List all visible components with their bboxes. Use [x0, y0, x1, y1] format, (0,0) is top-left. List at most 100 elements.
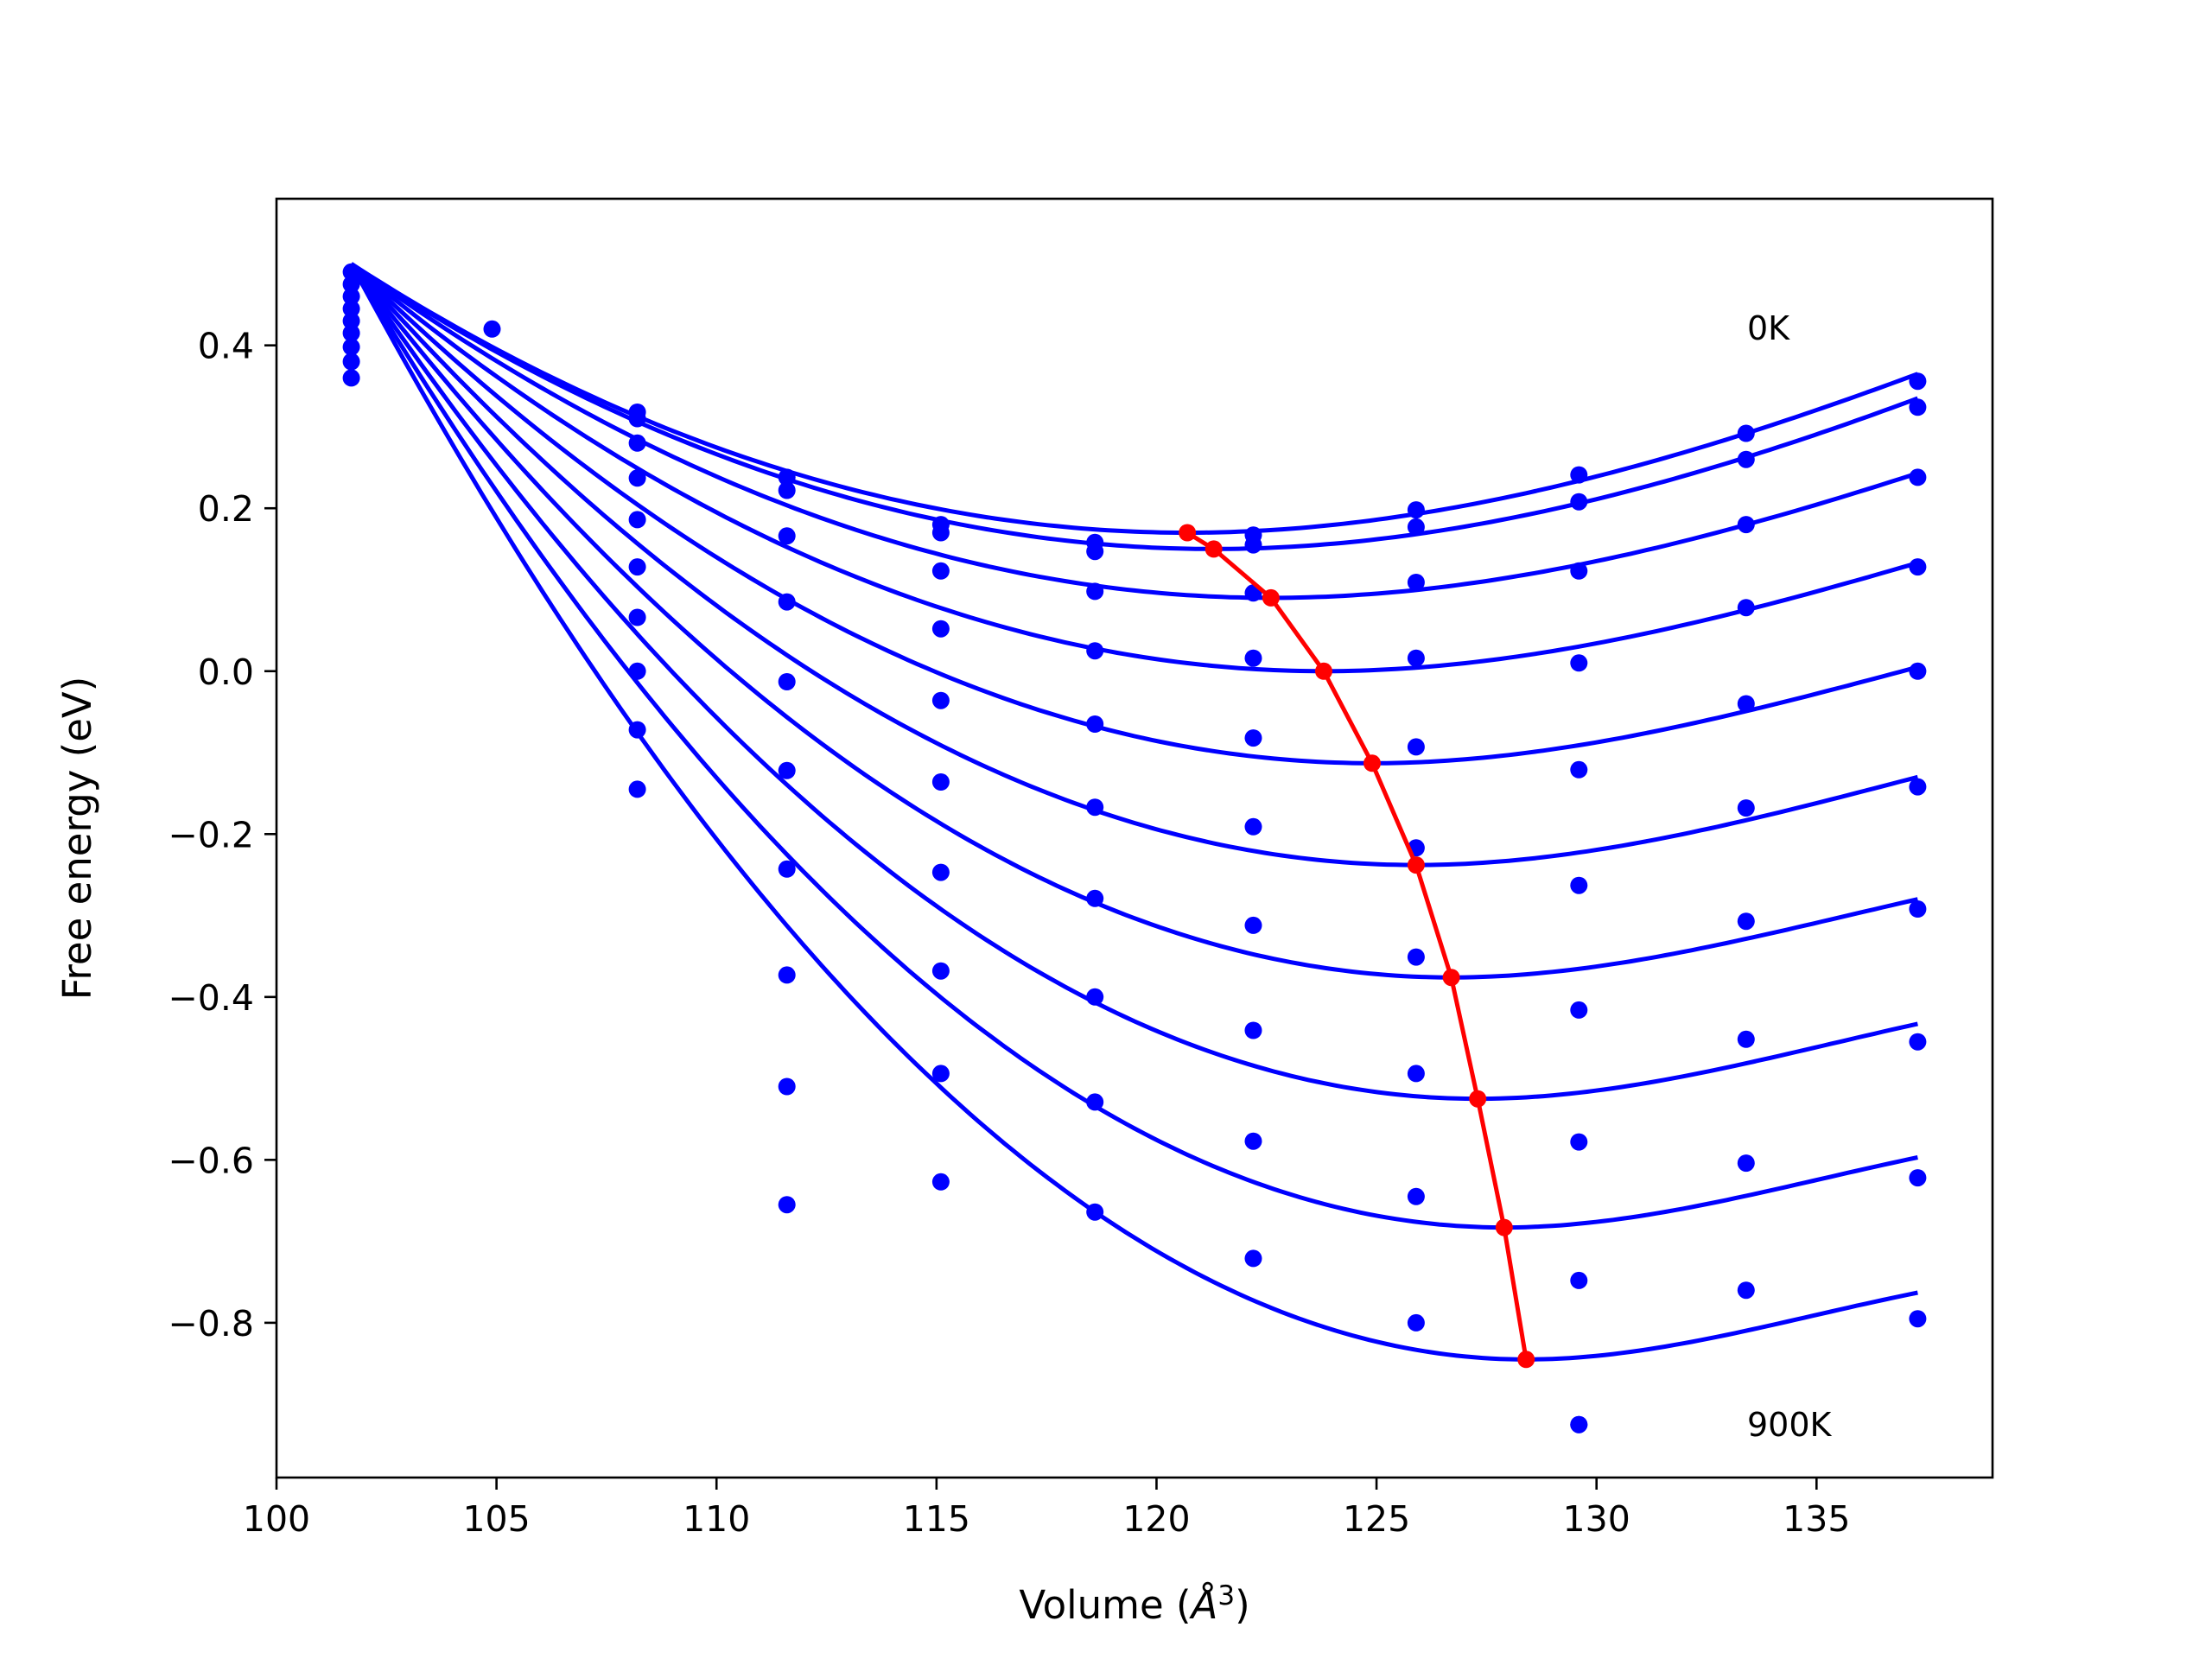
data-point [342, 288, 360, 306]
minimum-point-5 [1407, 856, 1425, 874]
minimum-point-0 [1179, 524, 1197, 542]
y-tick-label: −0.2 [168, 814, 254, 855]
data-point [483, 320, 501, 338]
data-point [1244, 649, 1262, 667]
minimum-point-9 [1517, 1351, 1535, 1369]
data-point [1909, 558, 1927, 576]
minimum-point-7 [1469, 1090, 1487, 1108]
data-point [931, 620, 950, 638]
data-point [628, 434, 646, 452]
data-point [342, 276, 360, 293]
data-point [1909, 1310, 1927, 1328]
y-tick-label: −0.8 [168, 1303, 254, 1344]
data-point [1244, 1132, 1262, 1150]
fit-curve-4 [349, 262, 1919, 766]
x-tick-label: 105 [462, 1498, 530, 1540]
fit-curve-5 [349, 262, 1919, 868]
data-point [1086, 1093, 1104, 1111]
data-point [342, 312, 360, 330]
data-point [628, 511, 646, 529]
data-point [778, 481, 796, 499]
data-point [1737, 1030, 1755, 1048]
data-point [1909, 372, 1927, 391]
minimum-point-2 [1262, 588, 1280, 607]
data-point [342, 300, 360, 318]
fit-curve-6 [349, 262, 1918, 980]
x-axis-title: Volume (Å3) [1019, 1580, 1249, 1628]
data-point [1244, 1021, 1262, 1039]
data-point [342, 324, 360, 342]
data-point [778, 1077, 796, 1096]
x-axis-title-close: ) [1235, 1582, 1250, 1628]
data-point [1407, 501, 1425, 519]
plot-content [342, 262, 1927, 1433]
x-axis-title-text: Volume ( [1019, 1582, 1191, 1628]
data-point [931, 962, 950, 980]
data-point [628, 608, 646, 626]
y-axis-title: Free energy (eV) [54, 677, 100, 1000]
data-point [1086, 988, 1104, 1006]
data-point [778, 468, 796, 486]
x-tick-label: 125 [1343, 1498, 1410, 1540]
data-point [1570, 466, 1588, 484]
y-tick-label: 0.2 [198, 488, 254, 530]
data-point [931, 1065, 950, 1083]
x-axis-title-exponent: 3 [1217, 1580, 1235, 1611]
data-point [778, 527, 796, 545]
data-point [342, 369, 360, 387]
plot-frame [275, 197, 1994, 1479]
fit-curve-2 [350, 262, 1919, 601]
data-point [1244, 729, 1262, 747]
x-tick-label: 110 [683, 1498, 750, 1540]
data-point [778, 1196, 796, 1214]
data-point [1737, 912, 1755, 931]
data-point [1737, 799, 1755, 817]
y-tick-label: 0.0 [198, 652, 254, 693]
data-point [1909, 900, 1927, 918]
x-axis-ticks: 100 105 110 115 120 125 130 135 [243, 1478, 1850, 1540]
fit-curve-7 [349, 263, 1918, 1102]
data-point [1737, 1281, 1755, 1300]
data-point [1570, 1001, 1588, 1019]
minimum-point-6 [1442, 969, 1460, 987]
data-point [1909, 778, 1927, 796]
data-point [1570, 562, 1588, 580]
fit-curve-0 [350, 262, 1919, 535]
y-axis-ticks: 0.4 0.2 0.0 −0.2 −0.4 −0.6 −0.8 [168, 326, 276, 1344]
data-point [778, 593, 796, 611]
data-point [1407, 1187, 1425, 1205]
data-point [1086, 1203, 1104, 1221]
data-point [931, 562, 950, 580]
data-point [1407, 738, 1425, 756]
data-point [778, 673, 796, 690]
data-point [1244, 916, 1262, 934]
x-tick-label: 115 [903, 1498, 970, 1540]
data-point [1407, 948, 1425, 966]
data-point [1407, 1065, 1425, 1083]
data-point [1407, 1313, 1425, 1332]
data-point [628, 469, 646, 487]
data-point [1407, 649, 1425, 667]
fit-curves [349, 262, 1919, 1362]
data-point [1086, 582, 1104, 601]
data-point [1244, 1249, 1262, 1268]
x-axis-title-unit: Å [1189, 1582, 1218, 1628]
minimum-point-1 [1205, 540, 1223, 558]
data-point [628, 410, 646, 428]
fit-curve-9 [349, 263, 1918, 1362]
fit-curve-1 [350, 262, 1919, 551]
data-point [1570, 654, 1588, 672]
y-tick-label: −0.6 [168, 1140, 254, 1181]
data-point [1244, 817, 1262, 836]
data-point [931, 1173, 950, 1191]
data-point [628, 558, 646, 576]
data-point [1570, 1133, 1588, 1151]
annotation-0k: 0K [1747, 309, 1790, 347]
data-point [1570, 876, 1588, 894]
minima-line [1179, 524, 1535, 1369]
data-point [778, 860, 796, 878]
y-tick-label: 0.4 [198, 326, 254, 367]
minima-path [1185, 531, 1529, 1360]
